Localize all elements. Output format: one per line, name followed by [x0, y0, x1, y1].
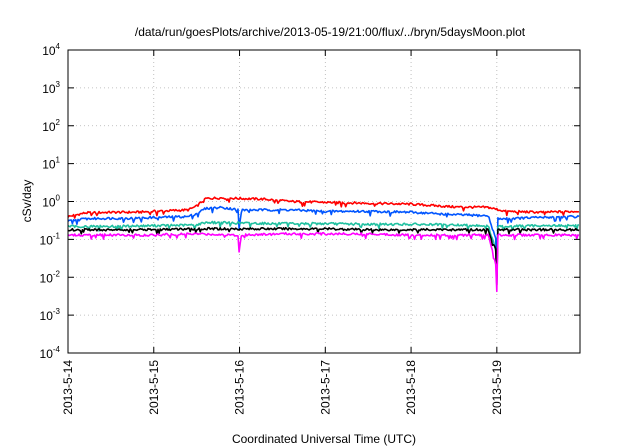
x-tick-label: 2013-5-19 [490, 360, 504, 415]
y-axis: 10-4 10-3 10-2 10-1 100 101 102 103 104 [40, 42, 580, 361]
y-tick-label: 100 [42, 194, 60, 210]
grid [68, 50, 580, 353]
series-line [67, 226, 580, 286]
y-tick-label: 103 [42, 80, 60, 96]
x-axis-label: Coordinated Universal Time (UTC) [232, 432, 416, 446]
x-tick-label: 2013-5-15 [147, 360, 161, 415]
y-tick-label: 10-1 [40, 231, 61, 247]
x-axis: 2013-5-14 2013-5-15 2013-5-16 2013-5-17 2013… [61, 50, 504, 415]
y-tick-label: 10-2 [40, 269, 61, 285]
y-tick-label: 101 [42, 156, 60, 172]
series-line [67, 205, 580, 277]
series-group [67, 196, 580, 293]
x-tick-label: 2013-5-16 [233, 360, 247, 415]
x-tick-label: 2013-5-14 [61, 360, 75, 415]
series-line [67, 220, 580, 280]
x-tick-label: 2013-5-18 [404, 360, 418, 415]
series-line [67, 196, 580, 219]
y-tick-label: 104 [42, 42, 60, 58]
series-line [67, 231, 580, 293]
chart-title: /data/run/goesPlots/archive/2013-05-19/2… [135, 25, 526, 39]
y-tick-label: 10-4 [40, 345, 61, 361]
y-axis-label: cSv/day [20, 180, 34, 223]
x-tick-label: 2013-5-17 [318, 360, 332, 415]
y-tick-label: 102 [42, 118, 60, 134]
y-tick-label: 10-3 [40, 307, 61, 323]
